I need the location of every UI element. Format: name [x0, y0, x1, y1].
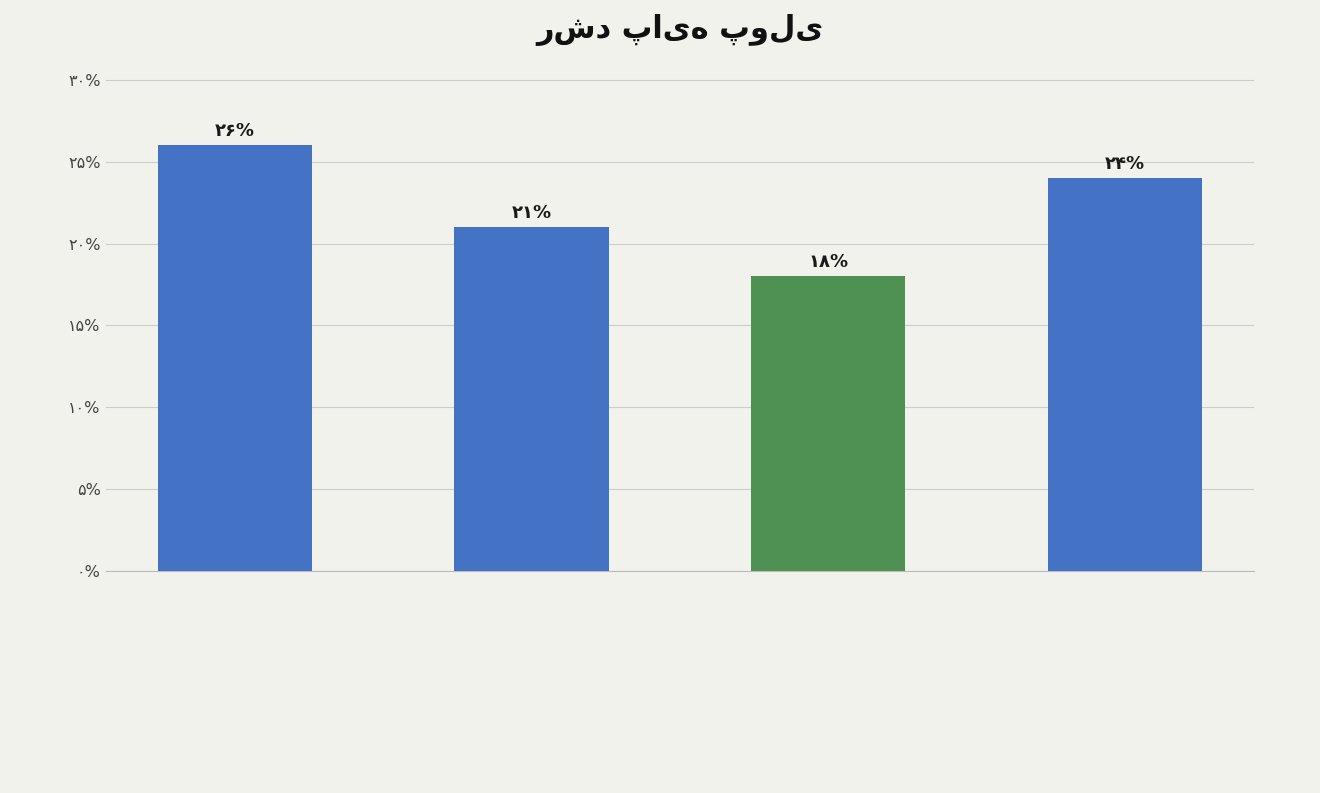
Bar	[751, 276, 906, 571]
Bar	[454, 227, 609, 571]
Text: ۱۸%: ۱۸%	[808, 253, 849, 271]
Text: ۲۶%: ۲۶%	[215, 122, 255, 140]
Bar	[1048, 178, 1201, 571]
Title: رشد پایه پولی: رشد پایه پولی	[536, 14, 824, 47]
Bar	[158, 145, 312, 571]
Text: ۲۴%: ۲۴%	[1105, 155, 1144, 173]
Text: ۲۱%: ۲۱%	[511, 205, 552, 222]
